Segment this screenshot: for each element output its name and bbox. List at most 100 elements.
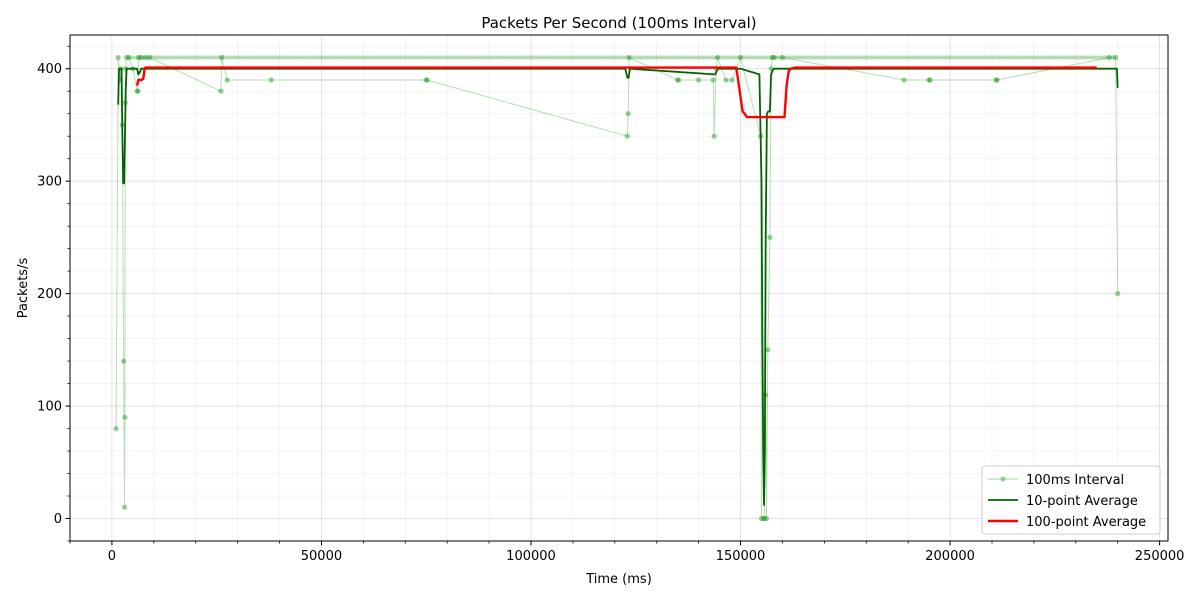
interval-marker-band: [1020, 55, 1025, 60]
interval-marker-band: [605, 55, 610, 60]
interval-marker-band: [447, 55, 452, 60]
interval-marker-band: [971, 55, 976, 60]
interval-marker-band: [820, 55, 825, 60]
interval-marker-band: [296, 55, 301, 60]
y-axis-label: Packets/s: [16, 258, 31, 319]
legend: 100ms Interval 10-point Average 100-poin…: [981, 465, 1161, 535]
interval-marker-band: [711, 55, 716, 60]
interval-marker-band: [224, 55, 229, 60]
y-tick-label: 400: [37, 62, 62, 77]
interval-marker-band: [364, 55, 369, 60]
interval-marker-band: [492, 55, 497, 60]
interval-marker-band: [658, 55, 663, 60]
interval-marker-band: [481, 55, 486, 60]
interval-data-point: [218, 88, 224, 94]
interval-marker-band: [349, 55, 354, 60]
interval-marker-band: [616, 55, 622, 60]
interval-marker-band: [978, 55, 984, 60]
interval-marker-band: [858, 55, 863, 60]
interval-marker-band: [209, 55, 214, 60]
interval-marker-band: [1069, 55, 1074, 60]
interval-marker-band: [556, 55, 561, 60]
grid-lines: [70, 35, 1168, 542]
interval-marker-band: [673, 55, 678, 60]
plot-frame: [69, 34, 1169, 542]
interval-marker-band: [620, 55, 625, 60]
interval-data-point: [765, 347, 771, 353]
interval-marker-band: [254, 55, 260, 60]
interval-marker-band: [812, 55, 818, 60]
interval-marker-band: [1001, 55, 1006, 60]
interval-data-point: [224, 77, 230, 83]
interval-marker-band: [239, 55, 244, 60]
legend-label-interval: 100ms Interval: [1026, 473, 1124, 488]
interval-marker-band: [824, 55, 829, 60]
interval-marker-band: [895, 55, 901, 60]
interval-data-point: [763, 515, 770, 522]
interval-marker-band: [526, 55, 531, 60]
interval-marker-band: [692, 55, 697, 60]
interval-marker-band: [1095, 55, 1101, 60]
interval-marker-band: [748, 55, 754, 60]
interval-marker-band: [846, 55, 852, 60]
interval-marker-band: [175, 55, 180, 60]
interval-marker-band: [677, 55, 682, 60]
interval-marker-band: [201, 55, 207, 60]
interval-marker-band: [205, 55, 211, 60]
interval-marker-band: [1058, 55, 1063, 60]
interval-data-point: [723, 77, 729, 83]
x-tick-label: 50000: [301, 549, 342, 564]
interval-marker-band: [1016, 55, 1021, 60]
interval-marker-band: [643, 55, 648, 60]
interval-data-point: [729, 77, 735, 83]
interval-marker-band: [590, 55, 595, 60]
interval-marker-band: [937, 55, 942, 60]
interval-marker-band: [828, 55, 833, 60]
interval-marker-band: [835, 55, 840, 60]
interval-marker-band: [326, 55, 331, 60]
interval-marker-band: [680, 55, 686, 60]
interval-marker-band: [745, 55, 750, 60]
interval-data-point: [994, 77, 1000, 83]
interval-marker-band: [854, 55, 859, 60]
interval-marker-band: [990, 55, 995, 60]
interval-marker-band: [371, 55, 376, 60]
interval-marker-band: [499, 55, 505, 60]
interval-marker-band: [416, 55, 422, 60]
interval-marker-band: [650, 55, 656, 60]
interval-marker-band: [662, 55, 667, 60]
interval-marker-band: [567, 55, 573, 60]
interval-marker-band: [315, 55, 320, 60]
interval-marker-band: [277, 55, 282, 60]
interval-marker-band: [450, 55, 456, 60]
interval-marker-band: [752, 55, 757, 60]
interval-marker-band: [1031, 55, 1037, 60]
interval-marker-band: [899, 55, 905, 60]
interval-marker-band: [473, 55, 478, 60]
interval-marker-band: [1012, 55, 1018, 60]
interval-marker-band: [341, 55, 346, 60]
interval-marker-band: [726, 55, 731, 60]
interval-marker-band: [1088, 55, 1093, 60]
interval-marker-band: [790, 55, 795, 60]
interval-marker-band: [401, 55, 407, 60]
interval-marker-band: [537, 55, 542, 60]
interval-marker-band: [356, 55, 361, 60]
interval-marker-band: [763, 55, 769, 60]
interval-data-point: [626, 54, 632, 61]
interval-marker-band: [1046, 55, 1052, 60]
interval-marker-band: [228, 55, 233, 60]
interval-data-point: [121, 504, 128, 510]
interval-marker-band: [877, 55, 882, 60]
legend-marker-interval: [1000, 476, 1006, 482]
interval-marker-band: [488, 55, 493, 60]
interval-marker-band: [1039, 55, 1044, 60]
interval-marker-band: [300, 55, 305, 60]
interval-marker-band: [194, 55, 199, 60]
interval-marker-band: [733, 55, 739, 60]
interval-marker-band: [669, 55, 674, 60]
interval-marker-band: [601, 55, 607, 60]
interval-marker-band: [1027, 55, 1033, 60]
interval-data-point: [711, 133, 717, 139]
